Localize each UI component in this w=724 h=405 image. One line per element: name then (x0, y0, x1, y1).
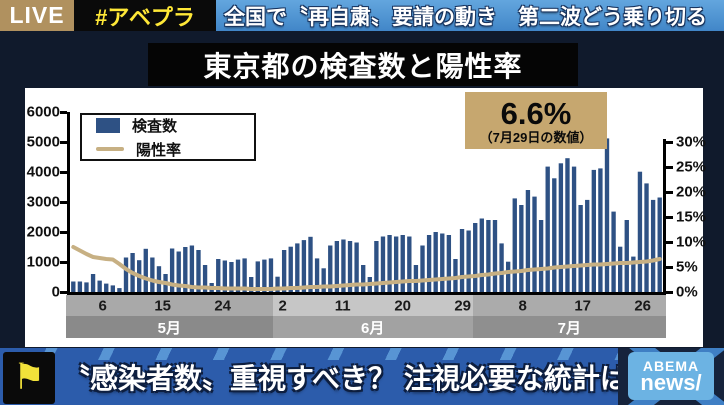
left-tick-label: 3000 (26, 193, 60, 211)
legend-item-tests: 検査数 (96, 115, 254, 136)
date-band-segment (472, 295, 666, 316)
date-tick-label: 26 (634, 297, 651, 314)
right-tick-label: 5% (676, 258, 698, 276)
flag-badge: ⚑ (3, 352, 55, 404)
left-tick-label: 6000 (26, 103, 60, 121)
flag-icon: ⚑ (12, 357, 46, 398)
date-tick-label: 24 (214, 297, 231, 314)
chart-title-banner: 東京都の検査数と陽性率 (148, 43, 578, 86)
left-axis-line (67, 112, 70, 295)
month-label: 6月 (360, 319, 385, 337)
right-tick-label: 15% (676, 208, 707, 226)
date-axis-band: 6 15 24 2 11 20 29 8 17 26 (66, 295, 666, 316)
date-band-segment (272, 295, 473, 316)
left-tick-mark (60, 290, 67, 294)
right-tick-mark (666, 140, 673, 144)
callout-value: 6.6% (500, 95, 572, 131)
logo-zone: ABEMA news/ (618, 348, 724, 405)
left-tick-mark (60, 200, 67, 204)
right-axis: 0% 5% 10% 15% 20% 25% 30% (663, 134, 723, 301)
hashtag-badge: #アベプラ (74, 0, 216, 31)
right-tick-label: 20% (676, 183, 707, 201)
right-tick-mark (666, 240, 673, 244)
bars-layer (71, 138, 662, 292)
hashtag-label: #アベプラ (95, 4, 195, 30)
month-label: 7月 (557, 319, 581, 337)
legend-label-tests: 検査数 (132, 117, 178, 135)
live-label: LIVE (9, 2, 65, 28)
headline: 〝感染者数〟重視すべき？ 注視必要な統計は (62, 362, 628, 394)
news-ticker: 全国で〝再自粛〟要請の動き 第二波どう乗り切る (216, 0, 724, 31)
left-tick-mark (60, 230, 67, 234)
month-band-segment: 7月 (472, 316, 666, 338)
right-tick-label: 0% (676, 283, 698, 301)
left-tick-label: 4000 (26, 163, 60, 181)
stripe-decoration (0, 348, 724, 360)
callout-note: （7月29日の数値） (479, 129, 593, 145)
chart-legend: 検査数 陽性率 (80, 113, 256, 161)
line-swatch (96, 147, 124, 151)
bar-swatch (96, 117, 120, 133)
legend-label-rate: 陽性率 (136, 141, 182, 159)
right-tick-label: 25% (676, 158, 707, 176)
plot-area: 0 1000 2000 3000 4000 5000 6000 0% 5% 10% 15% 20% 2… (27, 104, 706, 301)
date-tick-label: 29 (454, 297, 471, 314)
date-tick-label: 17 (574, 297, 591, 314)
abema-news-logo: ABEMA news/ (628, 352, 714, 400)
left-tick-label: 2000 (26, 223, 60, 241)
plot-svg (71, 138, 662, 292)
left-tick-mark (60, 110, 67, 114)
date-tick-label: 2 (278, 297, 287, 314)
legend-item-rate: 陽性率 (96, 139, 254, 160)
left-tick-label: 0 (51, 283, 60, 301)
date-band-segment (66, 295, 273, 316)
right-tick-label: 30% (676, 133, 707, 151)
month-axis-band: 5月 6月 7月 (66, 316, 666, 338)
right-tick-mark (666, 190, 673, 194)
logo-text-news: news/ (640, 369, 702, 395)
month-label: 5月 (157, 319, 181, 337)
rate-callout: 6.6% （7月29日の数値） (465, 92, 607, 149)
bottom-axis-line (67, 292, 666, 295)
stage: 東京都の検査数と陽性率 0 1000 2000 3000 4000 5000 6000 0%… (0, 31, 724, 348)
month-band-segment: 6月 (272, 316, 473, 338)
bottom-bar: ⚑ 〝感染者数〟重視すべき？ 注視必要な統計は ABEMA news/ (0, 348, 724, 405)
chart-title: 東京都の検査数と陽性率 (203, 50, 523, 82)
right-tick-mark (666, 165, 673, 169)
top-bar: LIVE #アベプラ 全国で〝再自粛〟要請の動き 第二波どう乗り切る (0, 0, 724, 31)
date-tick-label: 15 (154, 297, 171, 314)
left-tick-label: 5000 (26, 133, 60, 151)
right-tick-mark (666, 265, 673, 269)
left-tick-label: 1000 (26, 253, 60, 271)
date-tick-label: 6 (98, 297, 107, 314)
live-badge: LIVE (0, 0, 74, 31)
date-tick-label: 8 (518, 297, 527, 314)
date-tick-label: 20 (394, 297, 411, 314)
month-band-segment: 5月 (66, 316, 273, 338)
left-tick-mark (60, 170, 67, 174)
logo-text-abema: ABEMA (642, 357, 700, 374)
right-tick-label: 10% (676, 233, 707, 251)
right-tick-mark (666, 290, 673, 294)
left-axis-labels: 0 1000 2000 3000 4000 5000 6000 (22, 104, 60, 301)
chart-panel: 0 1000 2000 3000 4000 5000 6000 0% 5% 10% 15% 20% 2… (25, 88, 706, 347)
right-tick-mark (666, 215, 673, 219)
positivity-rate-line (71, 245, 662, 291)
right-axis-line (663, 139, 666, 295)
left-tick-mark (60, 260, 67, 264)
ticker-text: 全国で〝再自粛〟要請の動き 第二波どう乗り切る (224, 5, 707, 29)
date-tick-label: 11 (334, 297, 351, 314)
left-tick-mark (60, 140, 67, 144)
